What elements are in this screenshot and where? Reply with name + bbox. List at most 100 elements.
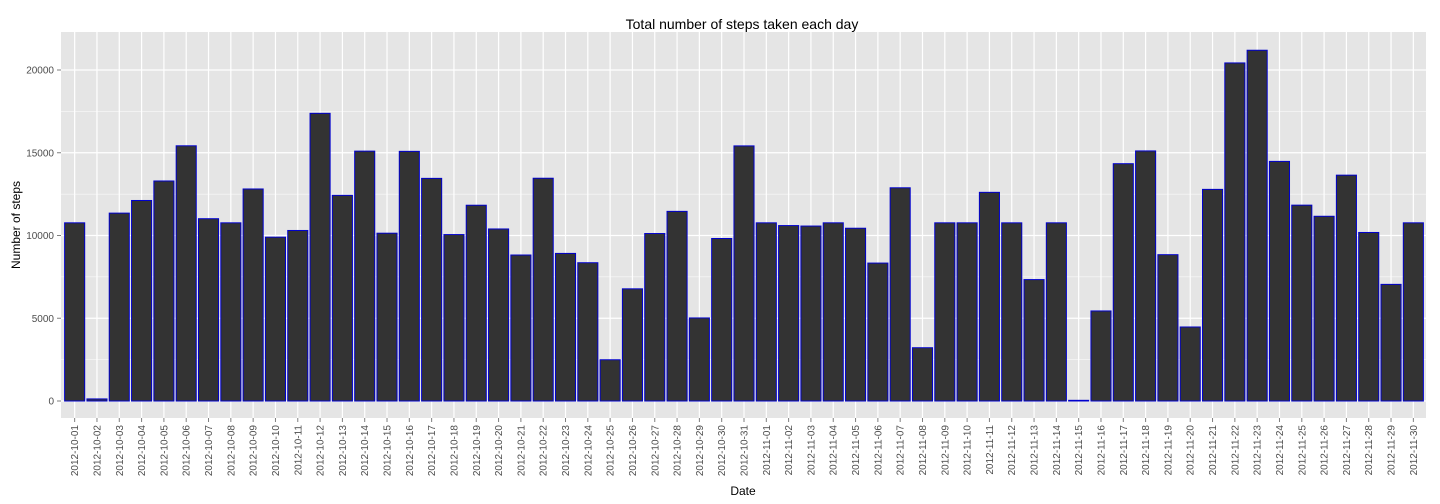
x-tick-label: 2012-11-08	[918, 425, 929, 476]
y-tick-label: 10000	[26, 231, 54, 242]
x-tick-label: 2012-10-10	[271, 425, 282, 477]
bar-2012-11-22	[1224, 62, 1246, 402]
x-tick-label: 2012-11-09	[940, 425, 951, 476]
bar-2012-10-14	[354, 150, 376, 402]
bar-2012-11-11	[978, 191, 1000, 402]
bar-2012-11-18	[1135, 150, 1157, 402]
bar-2012-11-15	[1068, 399, 1090, 402]
x-tick-label: 2012-10-23	[561, 425, 572, 477]
bar-2012-10-04	[131, 199, 153, 402]
x-tick-label: 2012-10-22	[539, 425, 550, 477]
x-tick-label: 2012-10-01	[70, 425, 81, 477]
y-tick-label: 0	[48, 397, 54, 408]
x-tick-label: 2012-10-16	[405, 425, 416, 477]
bar-2012-11-09	[934, 222, 956, 402]
bar-2012-11-23	[1246, 49, 1268, 402]
bar-2012-11-16	[1090, 310, 1112, 402]
bar-2012-10-08	[220, 222, 242, 402]
bar-2012-11-21	[1202, 188, 1224, 402]
bar-2012-10-11	[287, 229, 309, 402]
bar-2012-11-12	[1001, 222, 1023, 402]
x-tick-label: 2012-10-02	[92, 425, 103, 477]
x-tick-label: 2012-11-02	[784, 425, 795, 476]
x-tick-label: 2012-10-25	[606, 425, 617, 477]
x-tick-label: 2012-10-03	[115, 425, 126, 477]
x-tick-label: 2012-10-11	[293, 425, 304, 476]
bar-2012-11-06	[867, 262, 889, 402]
x-tick-label: 2012-11-22	[1230, 425, 1241, 476]
x-tick-label: 2012-11-30	[1409, 425, 1420, 476]
x-tick-label: 2012-10-04	[137, 425, 148, 477]
bar-2012-11-27	[1335, 174, 1357, 402]
x-tick-label: 2012-11-15	[1074, 425, 1085, 476]
x-tick-label: 2012-11-03	[806, 425, 817, 476]
bar-2012-11-24	[1268, 160, 1291, 402]
x-tick-label: 2012-11-10	[963, 425, 974, 476]
bar-2012-10-06	[175, 145, 197, 402]
x-tick-label: 2012-11-07	[896, 425, 907, 476]
x-tick-label: 2012-11-19	[1163, 425, 1174, 476]
x-tick-label: 2012-10-14	[360, 425, 371, 477]
y-tick-label: 20000	[26, 66, 54, 77]
bar-2012-11-25	[1291, 204, 1313, 402]
x-tick-label: 2012-10-09	[249, 425, 260, 477]
x-tick-label: 2012-11-04	[829, 425, 840, 476]
bar-2012-10-22	[532, 177, 554, 402]
x-tick-label: 2012-11-27	[1342, 425, 1353, 476]
bar-2012-11-29	[1380, 283, 1402, 402]
x-tick-label: 2012-11-01	[762, 425, 773, 476]
bar-2012-10-15	[376, 232, 398, 402]
x-tick-label: 2012-11-13	[1030, 425, 1041, 476]
y-tick-label: 15000	[26, 148, 54, 159]
bar-2012-10-07	[197, 218, 220, 402]
bar-2012-11-07	[889, 187, 911, 402]
y-axis-title: Number of steps	[9, 181, 23, 269]
bar-2012-11-03	[800, 225, 822, 402]
bar-2012-11-17	[1112, 163, 1134, 402]
bar-2012-10-09	[242, 188, 264, 402]
x-tick-label: 2012-11-17	[1119, 425, 1130, 476]
x-tick-label: 2012-11-26	[1320, 425, 1331, 476]
x-tick-label: 2012-11-25	[1297, 425, 1308, 476]
bar-2012-10-18	[443, 234, 465, 402]
bar-2012-10-30	[711, 237, 733, 402]
bar-2012-10-27	[644, 233, 666, 402]
bar-2012-10-26	[621, 288, 643, 402]
x-tick-label: 2012-11-11	[985, 425, 996, 475]
x-tick-label: 2012-10-21	[516, 425, 527, 477]
x-tick-label: 2012-11-18	[1141, 425, 1152, 476]
bar-2012-11-14	[1045, 222, 1067, 402]
bar-2012-11-01	[755, 222, 777, 402]
x-tick-label: 2012-11-28	[1364, 425, 1375, 476]
bar-2012-10-19	[465, 204, 487, 402]
x-tick-label: 2012-10-13	[338, 425, 349, 477]
bar-2012-11-10	[956, 222, 978, 402]
bar-2012-10-05	[153, 180, 175, 402]
x-tick-label: 2012-10-17	[427, 425, 438, 477]
x-tick-label: 2012-11-14	[1052, 425, 1063, 476]
x-tick-label: 2012-11-16	[1096, 425, 1107, 476]
bar-2012-10-02	[86, 398, 108, 402]
x-tick-label: 2012-10-24	[583, 425, 594, 477]
x-tick-label: 2012-10-07	[204, 425, 215, 477]
x-tick-label: 2012-10-29	[695, 425, 706, 477]
bar-2012-10-03	[108, 212, 130, 402]
bar-2012-10-17	[421, 177, 443, 402]
bar-2012-10-13	[331, 194, 353, 402]
bar-2012-11-30	[1402, 222, 1424, 402]
bar-2012-10-25	[599, 359, 621, 402]
x-tick-label: 2012-11-12	[1007, 425, 1018, 476]
bar-2012-11-02	[778, 225, 800, 402]
chart-title: Total number of steps taken each day	[626, 16, 859, 32]
bar-2012-10-10	[264, 236, 286, 402]
x-tick-label: 2012-11-05	[851, 425, 862, 476]
x-tick-label: 2012-10-05	[159, 425, 170, 477]
x-tick-label: 2012-11-24	[1275, 425, 1286, 476]
x-tick-label: 2012-11-23	[1253, 425, 1264, 476]
bar-2012-10-20	[488, 228, 510, 402]
x-tick-label: 2012-10-15	[383, 425, 394, 477]
bar-2012-10-28	[666, 210, 688, 402]
bar-2012-11-28	[1358, 231, 1380, 402]
x-tick-label: 2012-11-21	[1208, 425, 1219, 476]
x-tick-label: 2012-10-08	[226, 425, 237, 477]
